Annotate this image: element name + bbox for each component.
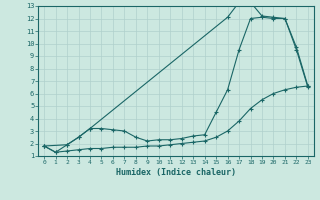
X-axis label: Humidex (Indice chaleur): Humidex (Indice chaleur)	[116, 168, 236, 177]
